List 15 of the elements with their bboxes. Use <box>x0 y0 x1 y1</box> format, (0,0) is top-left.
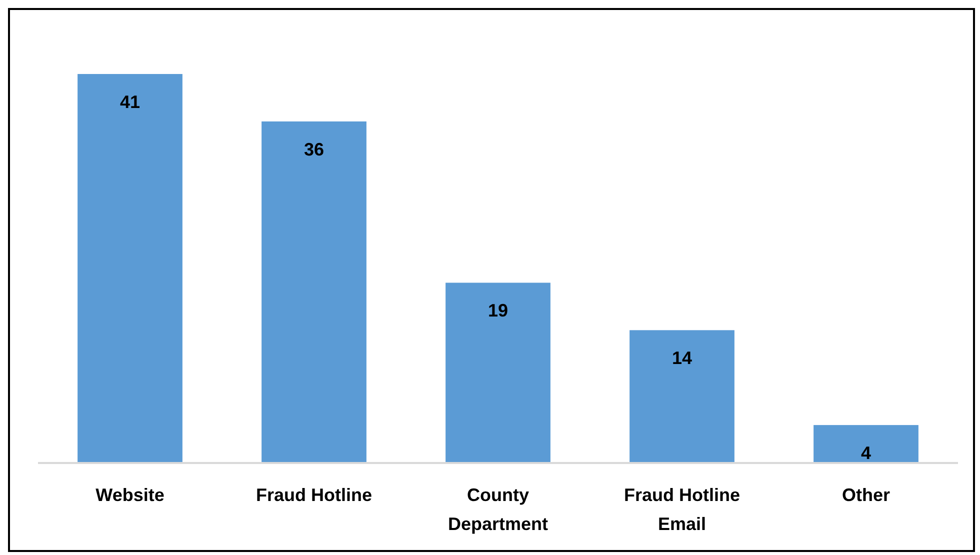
x-tick-label: Website <box>96 485 164 505</box>
bar <box>78 74 182 463</box>
x-tick-label: Other <box>842 485 890 505</box>
x-tick-label: Fraud Hotline <box>256 485 372 505</box>
x-tick-label: County Department <box>448 485 548 534</box>
bar <box>262 121 366 463</box>
data-label: 4 <box>860 443 872 464</box>
data-label: 19 <box>488 300 508 321</box>
data-label: 14 <box>672 348 692 368</box>
bar <box>814 425 918 463</box>
bar <box>630 330 734 463</box>
bar <box>446 282 550 463</box>
data-label: 36 <box>304 139 324 160</box>
x-tick-label: Fraud Hotline Email <box>624 485 740 534</box>
data-label: 41 <box>120 92 140 112</box>
